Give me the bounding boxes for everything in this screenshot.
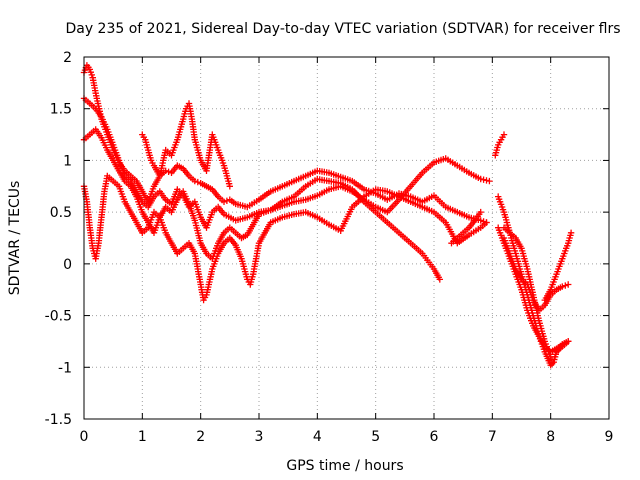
data-point: [477, 208, 484, 216]
x-tick-label: 3: [255, 429, 264, 445]
chart-title: Day 235 of 2021, Sidereal Day-to-day VTE…: [65, 21, 620, 37]
x-tick-labels: 0 1 2 3 4 5 6 7 8 9: [80, 429, 614, 445]
y-tick-label: -1: [58, 360, 72, 376]
data-point: [565, 281, 572, 288]
y-tick-labels: -1.5 -1 -0.5 0 0.5 1 1.5 2: [45, 50, 72, 428]
data-point: [565, 338, 572, 345]
x-tick-label: 4: [313, 429, 322, 445]
data-point: [483, 219, 490, 226]
data-point: [165, 168, 172, 175]
data-point: [486, 177, 493, 185]
data-points: [80, 62, 575, 369]
data-point: [226, 183, 233, 190]
x-tick-label: 2: [196, 429, 205, 445]
series-track-6: [492, 131, 508, 159]
data-point: [88, 71, 95, 79]
data-point: [191, 177, 198, 185]
series-track-4: [80, 172, 490, 304]
data-point: [194, 178, 201, 186]
x-tick-label: 8: [546, 429, 555, 445]
data-point: [220, 198, 228, 205]
series-track-11: [541, 229, 575, 304]
series-track-1: [80, 62, 490, 226]
data-point: [436, 276, 443, 283]
data-point: [477, 175, 484, 183]
y-tick-label: 0: [63, 257, 72, 273]
series-track-7: [495, 193, 572, 369]
x-tick-label: 1: [138, 429, 147, 445]
y-tick-label: -0.5: [45, 309, 72, 325]
x-tick-label: 0: [80, 429, 89, 445]
x-tick-label: 9: [605, 429, 614, 445]
series-track-3: [80, 126, 443, 283]
grid-lines: [83, 56, 610, 420]
data-point: [500, 131, 508, 138]
data-point: [477, 217, 484, 224]
series-track-10: [500, 234, 572, 314]
data-point: [562, 282, 569, 289]
plot-frame: [83, 56, 610, 420]
y-tick-label: 1.5: [50, 102, 72, 118]
y-axis-label: SDTVAR / TECUs: [7, 181, 23, 296]
data-point: [567, 229, 575, 236]
data-point: [483, 177, 490, 184]
y-tick-label: 2: [63, 50, 72, 66]
y-tick-label: -1.5: [45, 412, 72, 428]
data-point: [480, 176, 487, 183]
data-point: [86, 66, 93, 73]
x-tick-label: 7: [488, 429, 497, 445]
x-tick-label: 6: [430, 429, 439, 445]
series-track-5: [139, 100, 233, 190]
y-tick-label: 1: [63, 153, 72, 169]
y-tick-label: 0.5: [50, 205, 72, 221]
x-axis-label: GPS time / hours: [286, 458, 403, 474]
data-point: [559, 283, 566, 290]
series-track-12: [448, 208, 484, 247]
x-tick-label: 5: [371, 429, 380, 445]
